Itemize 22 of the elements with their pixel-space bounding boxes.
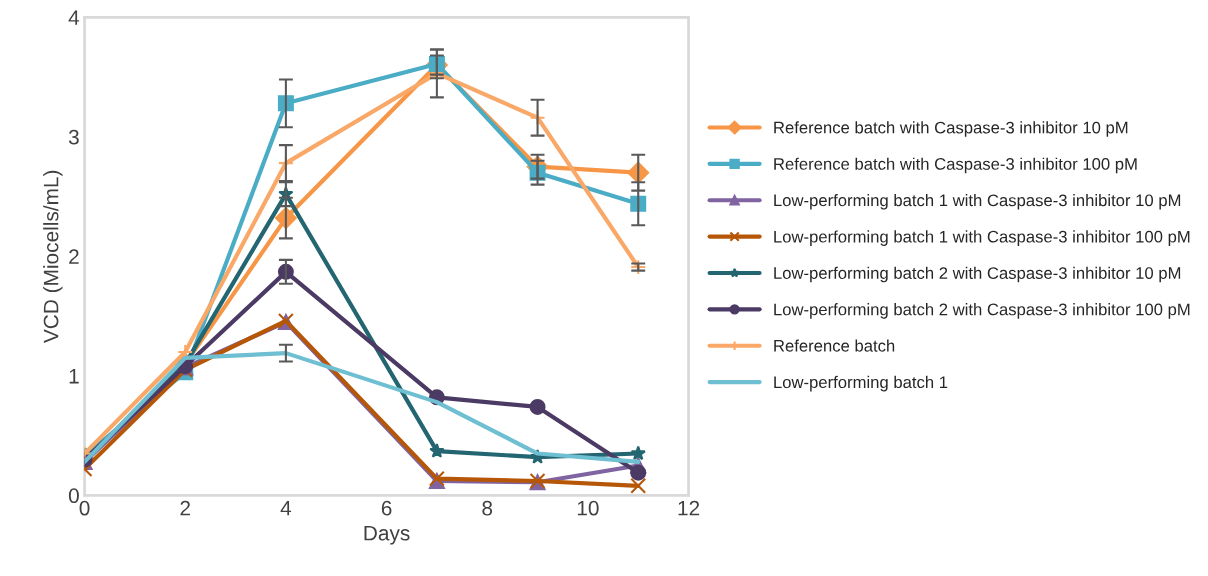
y-tick-label: 3 [68, 129, 79, 145]
x-tick-label: 6 [381, 500, 392, 516]
x-tick-label: 12 [678, 500, 700, 516]
legend-label: Low-performing batch 2 with Caspase-3 inhibitor 100 pM [774, 303, 1190, 319]
legend-label: Low-performing batch 2 with Caspase-3 inhibitor 10 pM [774, 266, 1181, 283]
legend-label: Reference batch with Caspase-3 inhibitor 10 pM [774, 121, 1128, 137]
legend-label: Low-performing batch 1 with Caspase-3 inhibitor 10 pM [774, 194, 1181, 210]
x-axis-title: Days [364, 525, 410, 545]
x-tick-label: 0 [79, 500, 90, 516]
legend-label: Low-performing batch 1 with Caspase-3 inhibitor 100 pM [774, 230, 1190, 246]
y-axis-title: VCD (Miocells/mL) [43, 170, 63, 344]
legend-label: Reference batch with Caspase-3 inhibitor 100 pM [774, 157, 1137, 174]
y-tick-label: 0 [68, 488, 79, 504]
x-tick-label: 2 [180, 500, 190, 516]
legend-label: Low-performing batch 1 [774, 375, 948, 392]
y-tick-label: 1 [69, 369, 79, 384]
y-tick-label: 2 [69, 249, 79, 264]
legend-label: Reference batch [774, 339, 895, 352]
y-tick-label: 4 [68, 10, 80, 25]
x-tick-label: 8 [482, 500, 493, 516]
x-tick-label: 4 [280, 500, 292, 516]
x-tick-label: 10 [577, 500, 599, 516]
